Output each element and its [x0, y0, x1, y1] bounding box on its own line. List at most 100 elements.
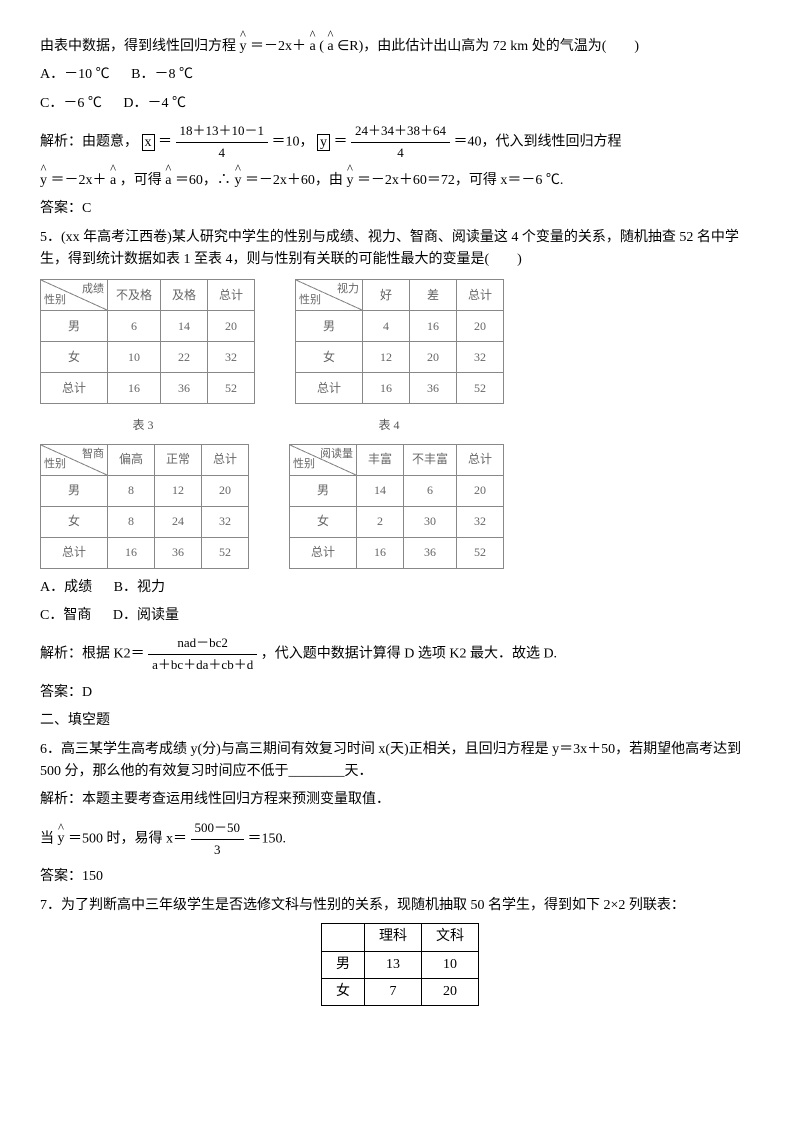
q5-stem: 5．(xx 年高考江西卷)某人研究中学生的性别与成绩、视力、智商、阅读量这 4 …	[40, 227, 760, 272]
cell: 12	[155, 475, 202, 506]
numerator: 18＋13＋10－1	[176, 121, 269, 143]
text: ＝－2x＋	[250, 39, 306, 54]
cell: 6	[404, 475, 457, 506]
q4-line1: 由表中数据，得到线性回归方程 y ＝－2x＋ a ( a ∈R)，由此估计出山高…	[40, 36, 760, 58]
cell: 16	[363, 373, 410, 404]
col-header: 总计	[457, 444, 504, 475]
table-row: 男81220	[41, 475, 249, 506]
text: 解析：根据 K2＝	[40, 647, 145, 662]
cell: 女	[41, 506, 108, 537]
cell: 16	[357, 537, 404, 568]
q6-stem: 6．高三某学生高考成绩 y(分)与高三期间有效复习时间 x(天)正相关，且回归方…	[40, 739, 760, 784]
a-hat: a	[110, 170, 116, 192]
cell: 10	[108, 342, 161, 373]
col-header: 正常	[155, 444, 202, 475]
opt-c: C．－6 ℃	[40, 96, 102, 111]
cell: 32	[202, 506, 249, 537]
fraction: nad－bc2 a＋bc＋da＋cb＋d	[148, 633, 257, 676]
cell: 52	[202, 537, 249, 568]
y-hat: y	[346, 170, 353, 192]
q5-options-2: C．智商 D．阅读量	[40, 605, 760, 627]
cell: 8	[108, 475, 155, 506]
col-header: 及格	[161, 280, 208, 311]
col-header	[322, 924, 365, 951]
y-hat: y	[234, 170, 241, 192]
col-header: 总计	[457, 280, 504, 311]
a-hat: a	[165, 170, 171, 192]
q4-options-2: C．－6 ℃ D．－4 ℃	[40, 93, 760, 115]
cell: 36	[410, 373, 457, 404]
caption-4: 表 4	[286, 416, 492, 435]
text: 解析：由题意，	[40, 135, 138, 150]
table-row: 女23032	[290, 506, 504, 537]
text: ＝－2x＋	[51, 173, 107, 188]
table-row: 男1310	[322, 951, 479, 978]
q6-solution: 解析：本题主要考查运用线性回归方程来预测变量取值．	[40, 789, 760, 811]
cell: 女	[290, 506, 357, 537]
cell: 13	[365, 951, 422, 978]
text: ＝	[334, 135, 348, 150]
q5-options: A．成绩 B．视力	[40, 577, 760, 599]
y-hat: y	[240, 36, 247, 58]
opt-d: D．阅读量	[113, 608, 179, 623]
text: ∈R)，由此估计出山高为 72 km 处的气温为( )	[337, 39, 639, 54]
cell: 52	[208, 373, 255, 404]
table-row: 女82432	[41, 506, 249, 537]
q5-answer: 答案：D	[40, 682, 760, 704]
section-2: 二、填空题	[40, 710, 760, 732]
fraction: 500－50 3	[191, 818, 245, 861]
col-header: 不丰富	[404, 444, 457, 475]
cell: 女	[296, 342, 363, 373]
table-row: 女720	[322, 979, 479, 1006]
denominator: 3	[191, 840, 245, 861]
cell: 30	[404, 506, 457, 537]
numerator: 500－50	[191, 818, 245, 840]
q6-calc: 当 y ＝500 时，易得 x＝ 500－50 3 ＝150.	[40, 818, 760, 861]
text: 当	[40, 831, 54, 846]
opt-b: B．视力	[114, 580, 165, 595]
cell: 52	[457, 537, 504, 568]
opt-a: A．成绩	[40, 580, 92, 595]
q4-answer: 答案：C	[40, 198, 760, 220]
col-header: 不及格	[108, 280, 161, 311]
numerator: nad－bc2	[148, 633, 257, 655]
text: ＝10，	[272, 135, 314, 150]
numerator: 24＋34＋38＋64	[351, 121, 450, 143]
table-row: 总计163652	[41, 373, 255, 404]
cell: 总计	[41, 537, 108, 568]
col-header: 文科	[422, 924, 479, 951]
cell: 总计	[290, 537, 357, 568]
cell: 22	[161, 342, 208, 373]
cell: 男	[290, 475, 357, 506]
cell: 32	[457, 506, 504, 537]
table-1: 成绩性别不及格及格总计男61420女102232总计163652	[40, 279, 255, 404]
cell: 20	[208, 311, 255, 342]
table-2: 视力性别好差总计男41620女122032总计163652	[295, 279, 504, 404]
cell: 男	[296, 311, 363, 342]
table-row: 女122032	[296, 342, 504, 373]
table-row: 男14620	[290, 475, 504, 506]
tables-row-1: 成绩性别不及格及格总计男61420女102232总计163652 视力性别好差总…	[40, 279, 760, 404]
cell: 4	[363, 311, 410, 342]
tables-row-2: 智商性别偏高正常总计男81220女82432总计163652 阅读量性别丰富不丰…	[40, 444, 760, 569]
text: ，代入题中数据计算得 D 选项 K2 最大．故选 D.	[261, 647, 557, 662]
cell: 16	[108, 373, 161, 404]
table-row: 总计163652	[296, 373, 504, 404]
col-header: 偏高	[108, 444, 155, 475]
cell: 36	[155, 537, 202, 568]
table-1-wrap: 成绩性别不及格及格总计男61420女102232总计163652	[40, 279, 255, 404]
cell: 36	[404, 537, 457, 568]
table-row: 总计163652	[290, 537, 504, 568]
col-header: 总计	[208, 280, 255, 311]
diagonal-header: 视力性别	[296, 280, 363, 311]
table-4-wrap: 阅读量性别丰富不丰富总计男14620女23032总计163652	[289, 444, 504, 569]
cell: 8	[108, 506, 155, 537]
col-header: 理科	[365, 924, 422, 951]
cell: 14	[357, 475, 404, 506]
table-4: 阅读量性别丰富不丰富总计男14620女23032总计163652	[289, 444, 504, 569]
cell: 12	[363, 342, 410, 373]
text: ＝40，代入到线性回归方程	[454, 135, 622, 150]
text: ，可得	[120, 173, 162, 188]
cell: 20	[202, 475, 249, 506]
denominator: 4	[351, 143, 450, 164]
